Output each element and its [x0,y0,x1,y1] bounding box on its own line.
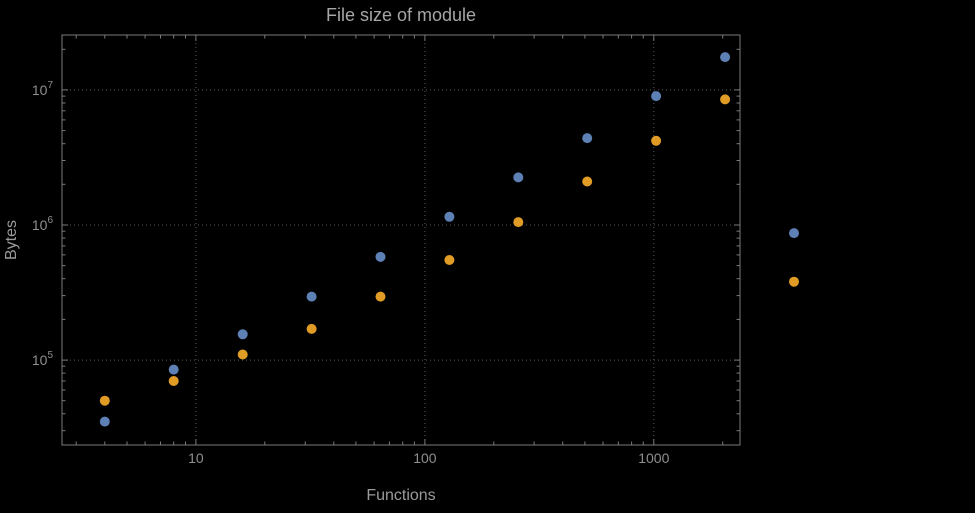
data-point [513,172,524,183]
data-point [168,364,179,375]
tick-label: 106 [32,215,54,233]
data-point [168,376,179,386]
chart-title: File size of module [325,5,477,25]
data-point [720,94,731,105]
x-axis-label: Functions [366,487,436,504]
data-point [651,135,662,146]
data-point [789,228,799,239]
data-point [789,276,799,287]
data-point [375,291,386,302]
data-point [99,416,110,427]
data-point [444,255,455,265]
tick-label: 10 [188,450,204,466]
data-point [306,291,317,302]
tick-label: 1000 [638,450,669,466]
data-point [444,211,455,222]
data-point [582,133,593,144]
data-point [237,329,248,340]
plot-frame [61,34,741,446]
tick-label: 105 [32,350,54,368]
tick-label: 107 [32,80,54,98]
data-point [375,251,386,262]
tick-label: 100 [413,450,437,466]
data-point [99,395,110,406]
y-axis-label: Bytes [3,220,20,261]
data-point [237,349,248,360]
data-point [582,176,593,187]
data-point [720,52,731,63]
data-point [306,323,317,334]
data-point [651,91,662,102]
data-point [513,217,524,228]
